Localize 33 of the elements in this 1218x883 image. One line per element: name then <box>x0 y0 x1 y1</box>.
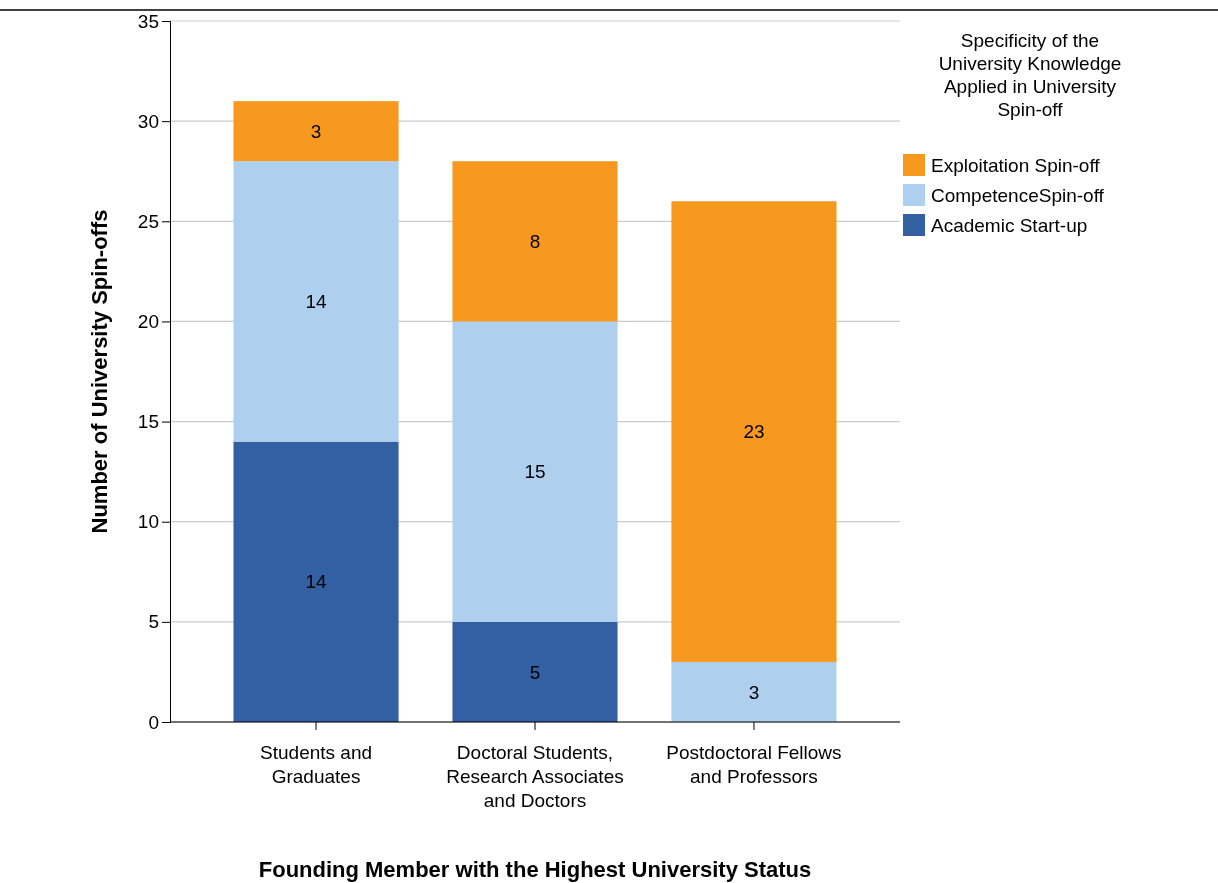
bar <box>671 201 837 662</box>
x-tick-label: Students and Graduates <box>260 742 373 787</box>
data-label: 3 <box>310 120 322 142</box>
y-tick-label: 15 <box>137 411 159 433</box>
data-label: 23 <box>743 421 765 443</box>
bar <box>233 101 399 162</box>
x-tick-label: Doctoral Students, Research Associates and Doctors <box>446 742 624 811</box>
y-tick-label: 35 <box>137 10 159 32</box>
bar <box>452 621 618 722</box>
y-tick-label: 25 <box>137 210 159 232</box>
data-label: 5 <box>529 661 541 683</box>
data-label: 14 <box>305 291 328 313</box>
x-tick-label: Postdoctoral Fellows and Professors <box>666 742 842 787</box>
y-tick-label: 5 <box>148 611 159 633</box>
bar <box>233 441 399 722</box>
legend-title: Specificity of the University Knowledge Applied in University Spin-off <box>938 30 1122 120</box>
y-tick-label: 20 <box>137 311 159 333</box>
data-label: 15 <box>524 461 546 483</box>
bar <box>452 321 618 622</box>
y-tick-label: 30 <box>137 110 159 132</box>
y-axis-title: Number of University Spin-offs <box>87 209 112 534</box>
bar <box>671 661 837 722</box>
bar <box>233 161 399 442</box>
data-label: 14 <box>305 571 328 593</box>
y-tick-label: 10 <box>137 511 159 533</box>
data-label: 8 <box>529 230 541 252</box>
x-axis-title: Founding Member with the Highest University Status <box>258 857 812 882</box>
bar <box>452 161 618 322</box>
data-label: 3 <box>748 681 760 703</box>
legend-label: Exploitation Spin-off <box>931 155 1101 176</box>
y-tick-label: 0 <box>148 711 159 733</box>
legend-label: Academic Start-up <box>931 215 1088 236</box>
legend-label: CompetenceSpin-off <box>931 185 1105 206</box>
